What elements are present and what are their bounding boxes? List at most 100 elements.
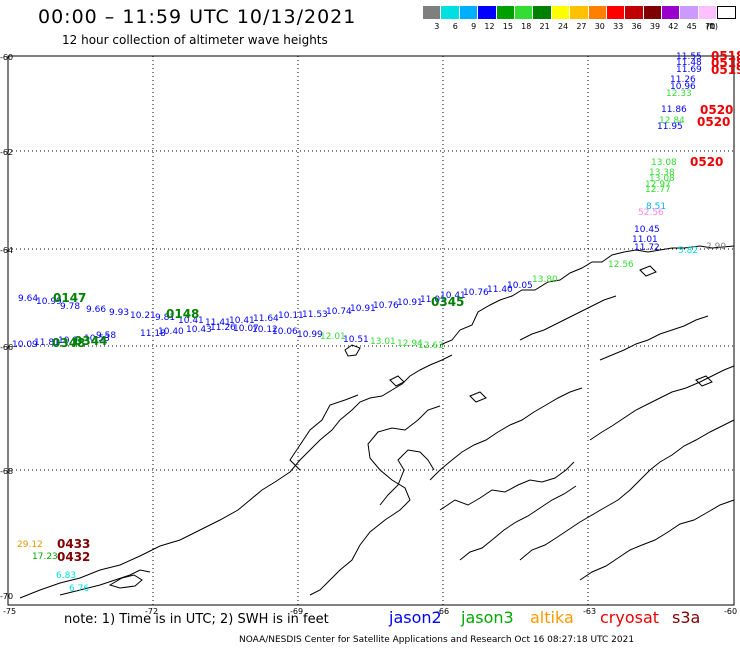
colorbar-swatch bbox=[478, 6, 497, 19]
pass-time-label: 0520 bbox=[690, 155, 724, 169]
coastline bbox=[19, 245, 735, 599]
swh-value: 11.55 bbox=[676, 52, 702, 62]
satellite-legend-jason3: jason3 bbox=[461, 608, 514, 627]
swh-value: 11.26 bbox=[210, 323, 236, 333]
swh-value: 12.01 bbox=[320, 332, 346, 342]
latitude-label: -70 bbox=[0, 592, 14, 601]
colorbar-swatch bbox=[643, 6, 663, 19]
swh-value: 9.78 bbox=[60, 302, 81, 312]
swh-value: 11.81 bbox=[34, 338, 60, 348]
credit-line: NOAA/NESDIS Center for Satellite Applica… bbox=[239, 635, 635, 645]
longitude-label: -66 bbox=[436, 607, 450, 616]
longitude-label: -63 bbox=[583, 607, 597, 616]
colorbar-swatch bbox=[606, 6, 626, 19]
colorbar-swatch bbox=[662, 6, 681, 19]
latitude-label: -62 bbox=[0, 148, 14, 157]
swh-value: 10.09 bbox=[12, 340, 38, 350]
colorbar-unit: (ft) bbox=[706, 22, 719, 31]
swh-value: 13.80 bbox=[532, 275, 558, 285]
graticule bbox=[8, 56, 734, 605]
swh-value: 11.64 bbox=[253, 314, 279, 324]
swh-value: 10.51 bbox=[343, 335, 369, 345]
swh-value: 11.41 bbox=[205, 318, 231, 328]
swh-value: 12.97 bbox=[645, 180, 671, 190]
swh-value: 10.05 bbox=[507, 281, 533, 291]
swh-value: 10.99 bbox=[297, 330, 323, 340]
pass-time-label: 0518 bbox=[711, 49, 740, 63]
longitude-label: -72 bbox=[145, 607, 159, 616]
colorbar-tick: 39 bbox=[649, 22, 661, 31]
swh-value: 9.64 bbox=[18, 294, 39, 304]
satellite-legend-cryosat: cryosat bbox=[600, 608, 660, 627]
colorbar-swatch bbox=[551, 6, 571, 19]
swh-value: 11.01 bbox=[420, 295, 446, 305]
pass-time-label: 0432 bbox=[57, 550, 91, 564]
swh-value: 11.95 bbox=[657, 122, 683, 132]
colorbar-tick: 3 bbox=[434, 22, 440, 31]
colorbar-tick: 42 bbox=[668, 22, 679, 31]
swh-value: 10.45 bbox=[634, 225, 660, 235]
longitude-label: -75 bbox=[3, 607, 17, 616]
swh-value: 10.40 bbox=[158, 327, 184, 337]
satellite-legend-altika: altika bbox=[530, 608, 574, 627]
swh-value: 11.69 bbox=[676, 65, 702, 75]
colorbar-tick: 9 bbox=[471, 22, 477, 31]
swh-value: 10.91 bbox=[397, 298, 423, 308]
colorbar-tick: 33 bbox=[613, 22, 624, 31]
pass-time-label: 0345 bbox=[431, 295, 465, 309]
colorbar-swatch bbox=[423, 6, 442, 19]
swh-value: 9.93 bbox=[109, 308, 130, 318]
swh-value: 11.18 bbox=[140, 329, 166, 339]
swh-value: 11.53 bbox=[302, 310, 328, 320]
colorbar-tick: 18 bbox=[521, 22, 532, 31]
swh-value: 10.74 bbox=[326, 307, 352, 317]
pass-time-label: 0147 bbox=[53, 291, 87, 305]
colorbar-tick: 12 bbox=[484, 22, 495, 31]
swh-value: 12.94 bbox=[397, 339, 423, 349]
swh-value: 12.63 bbox=[418, 341, 444, 351]
colorbar-swatch bbox=[496, 6, 515, 19]
swh-value: 8.51 bbox=[646, 202, 667, 212]
map-frame bbox=[7, 55, 735, 606]
colorbar-swatch bbox=[680, 6, 699, 19]
colorbar-tick: 36 bbox=[631, 22, 642, 31]
swh-value: 10.06 bbox=[272, 327, 298, 337]
pass-time-label: 0148 bbox=[166, 307, 200, 321]
colorbar-swatch bbox=[698, 6, 718, 19]
swh-value: 9.66 bbox=[86, 305, 107, 315]
colorbar-tick: 15 bbox=[502, 22, 513, 31]
swh-value: 11.40 bbox=[487, 285, 513, 295]
swh-value: 11.72 bbox=[634, 243, 660, 253]
swh-value: 29.12 bbox=[17, 540, 43, 550]
colorbar-tick: 30 bbox=[594, 22, 605, 31]
pass-time-label: 0519 bbox=[711, 63, 740, 77]
swh-value: 6.83 bbox=[56, 571, 77, 581]
swh-value: 10.43 bbox=[186, 325, 212, 335]
swh-value: 6.76 bbox=[69, 584, 90, 594]
satellite-legend-s3a: s3a bbox=[672, 608, 701, 627]
colorbar-tick: 6 bbox=[452, 22, 458, 31]
swh-value: 17.23 bbox=[32, 552, 58, 562]
colorbar-swatch bbox=[514, 6, 534, 19]
swh-value: 10.11 bbox=[278, 311, 304, 321]
colorbar-swatch bbox=[570, 6, 589, 19]
swh-value: 10.76 bbox=[373, 301, 399, 311]
swh-value: 10.41 bbox=[229, 316, 255, 326]
swh-value: 10.76 bbox=[463, 288, 489, 298]
latitude-label: -66 bbox=[0, 343, 14, 352]
colorbar-tick: 70 bbox=[705, 22, 716, 31]
swh-value: 10.9 bbox=[58, 336, 79, 346]
colorbar-swatch bbox=[625, 6, 644, 19]
swh-value: 11.26 bbox=[670, 75, 696, 85]
swh-value: 12.84 bbox=[659, 116, 685, 126]
colorbar-swatch bbox=[533, 6, 552, 19]
longitude-label: -69 bbox=[290, 607, 304, 616]
map-title: 00:00 – 11:59 UTC 10/13/2021 bbox=[38, 6, 357, 28]
map-subtitle: 12 hour collection of altimeter wave hei… bbox=[62, 33, 328, 47]
swh-value: 11.48 bbox=[676, 58, 702, 68]
colorbar-swatch bbox=[717, 6, 736, 19]
colorbar bbox=[423, 6, 736, 19]
swh-value: 5.82 bbox=[678, 246, 699, 256]
pass-time-label: 0348 bbox=[52, 336, 86, 350]
